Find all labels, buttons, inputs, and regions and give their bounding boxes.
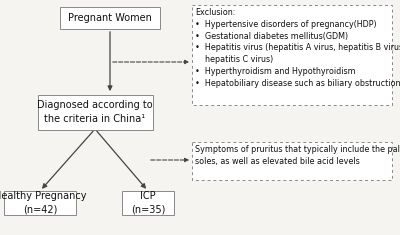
Text: Symptoms of pruritus that typically include the palms and
soles, as well as elev: Symptoms of pruritus that typically incl… (195, 145, 400, 166)
Bar (60, 7, 160, 29)
Bar (192, 5, 392, 105)
Text: Healthy Pregnancy
(n=42): Healthy Pregnancy (n=42) (0, 191, 86, 215)
Text: Diagnosed according to
the criteria in China¹: Diagnosed according to the criteria in C… (37, 100, 153, 124)
Bar (122, 191, 174, 215)
Text: Pregnant Women: Pregnant Women (68, 13, 152, 23)
Bar (4, 191, 76, 215)
Text: ICP
(n=35): ICP (n=35) (131, 191, 165, 215)
Bar (192, 142, 392, 180)
Bar (38, 94, 152, 129)
Text: Exclusion:
•  Hypertensive disorders of pregnancy(HDP)
•  Gestational diabetes m: Exclusion: • Hypertensive disorders of p… (195, 8, 400, 88)
